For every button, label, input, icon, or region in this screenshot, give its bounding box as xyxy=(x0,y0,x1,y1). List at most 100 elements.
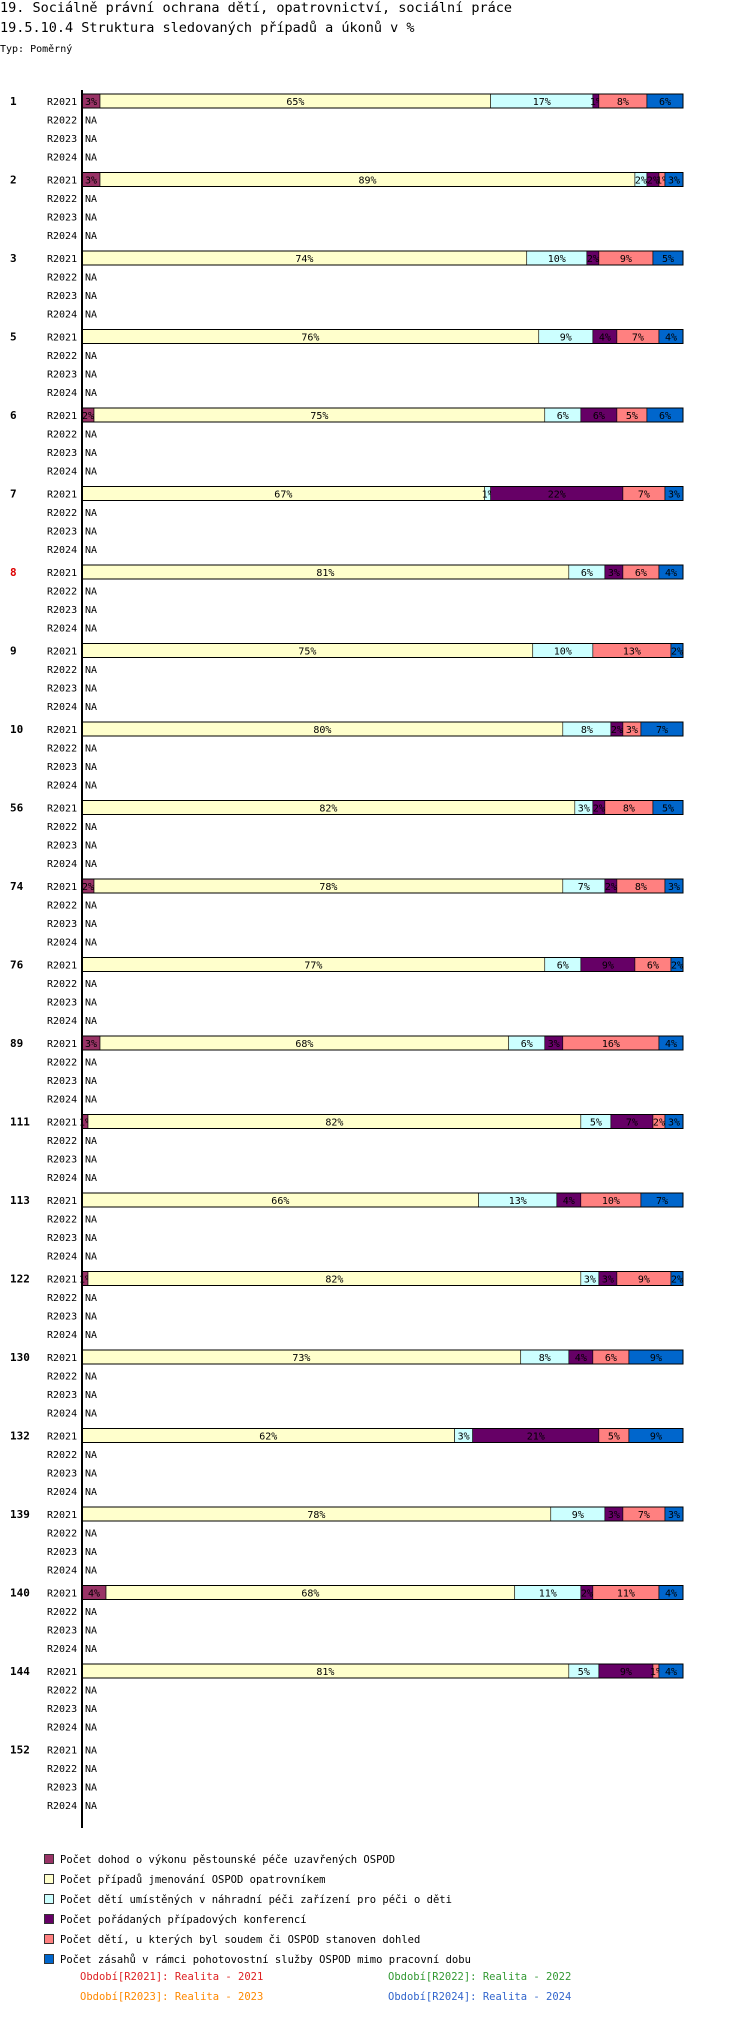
legend-swatch xyxy=(44,1934,54,1944)
bar-value-label: 2% xyxy=(587,254,599,265)
period-label: R2023 xyxy=(47,1233,77,1244)
bar-value-label: 6% xyxy=(521,1039,533,1050)
period-label: R2022 xyxy=(47,979,77,990)
na-label: NA xyxy=(85,1801,97,1812)
period-label: R2021 xyxy=(47,1275,77,1286)
na-label: NA xyxy=(85,273,97,284)
bar-value-label: 2% xyxy=(653,1118,665,1129)
group-label: 9 xyxy=(10,645,17,658)
period-label: R2022 xyxy=(47,194,77,205)
period-label: R2023 xyxy=(47,605,77,616)
bar-value-label: 1% xyxy=(656,176,668,187)
bar-value-label: 65% xyxy=(286,97,304,108)
period-label: R2023 xyxy=(47,762,77,773)
na-label: NA xyxy=(85,919,97,930)
bar-value-label: 5% xyxy=(626,411,638,422)
period-label: R2021 xyxy=(47,1667,77,1678)
na-label: NA xyxy=(85,781,97,792)
group-label: 144 xyxy=(10,1665,30,1678)
period-label: R2022 xyxy=(47,1058,77,1069)
period-label: R2024 xyxy=(47,1723,77,1734)
bar-value-label: 6% xyxy=(659,411,671,422)
period-label: R2024 xyxy=(47,1487,77,1498)
bar-value-label: 5% xyxy=(578,1667,590,1678)
bar-value-label: 3% xyxy=(668,490,680,501)
bar-value-label: 6% xyxy=(647,961,659,972)
na-label: NA xyxy=(85,370,97,381)
legend-label: Počet pořádaných případových konferencí xyxy=(60,1914,307,1926)
group-label: 56 xyxy=(10,802,24,815)
period-label: R2024 xyxy=(47,781,77,792)
na-label: NA xyxy=(85,822,97,833)
bar-value-label: 9% xyxy=(638,1275,650,1286)
na-label: NA xyxy=(85,291,97,302)
period-footer-item: Období[R2021]: Realita - 2021 xyxy=(80,1971,264,1983)
bar-value-label: 1% xyxy=(590,97,602,108)
period-label: R2022 xyxy=(47,1215,77,1226)
period-label: R2023 xyxy=(47,1704,77,1715)
bar-value-label: 3% xyxy=(626,725,638,736)
na-label: NA xyxy=(85,1469,97,1480)
na-label: NA xyxy=(85,624,97,635)
na-label: NA xyxy=(85,213,97,224)
bar-value-label: 4% xyxy=(88,1589,100,1600)
bar-value-label: 2% xyxy=(82,882,94,893)
period-label: R2021 xyxy=(47,1510,77,1521)
bar-value-label: 78% xyxy=(307,1510,325,1521)
period-label: R2023 xyxy=(47,1783,77,1794)
bar-value-label: 13% xyxy=(509,1196,527,1207)
na-label: NA xyxy=(85,1155,97,1166)
na-label: NA xyxy=(85,702,97,713)
bar-value-label: 2% xyxy=(611,725,623,736)
period-label: R2023 xyxy=(47,1469,77,1480)
na-label: NA xyxy=(85,979,97,990)
na-label: NA xyxy=(85,859,97,870)
group-label: 130 xyxy=(10,1351,30,1364)
bar-value-label: 76% xyxy=(301,333,319,344)
group-label: 5 xyxy=(10,331,17,344)
na-label: NA xyxy=(85,762,97,773)
na-label: NA xyxy=(85,545,97,556)
legend-item: Počet případů jmenování OSPOD opatrovník… xyxy=(44,1873,326,1887)
legend-item: Počet pořádaných případových konferencí xyxy=(44,1913,307,1927)
group-label: 6 xyxy=(10,409,17,422)
bar-value-label: 2% xyxy=(605,882,617,893)
bar-value-label: 7% xyxy=(638,490,650,501)
group-label: 139 xyxy=(10,1508,30,1521)
na-label: NA xyxy=(85,1626,97,1637)
legend-swatch xyxy=(44,1914,54,1924)
bar-value-label: 3% xyxy=(602,1275,614,1286)
bar-value-label: 4% xyxy=(665,1039,677,1050)
bar-value-label: 74% xyxy=(295,254,313,265)
period-label: R2023 xyxy=(47,1547,77,1558)
na-label: NA xyxy=(85,1409,97,1420)
period-label: R2023 xyxy=(47,1076,77,1087)
na-label: NA xyxy=(85,1058,97,1069)
bar-value-label: 66% xyxy=(271,1196,289,1207)
group-label: 76 xyxy=(10,959,24,972)
bar-value-label: 17% xyxy=(533,97,551,108)
legend-item: Počet zásahů v rámci pohotovostní služby… xyxy=(44,1953,471,1967)
bar-value-label: 9% xyxy=(650,1353,662,1364)
bar-value-label: 2% xyxy=(671,1275,683,1286)
na-label: NA xyxy=(85,508,97,519)
bar-value-label: 3% xyxy=(584,1275,596,1286)
period-label: R2023 xyxy=(47,448,77,459)
bar-value-label: 11% xyxy=(617,1589,635,1600)
period-label: R2021 xyxy=(47,647,77,658)
period-footer-item: Období[R2023]: Realita - 2023 xyxy=(80,1991,264,2003)
bar-value-label: 4% xyxy=(665,333,677,344)
bar-value-label: 10% xyxy=(602,1196,620,1207)
bar-value-label: 82% xyxy=(325,1118,343,1129)
bar-value-label: 82% xyxy=(325,1275,343,1286)
period-footer-item: Období[R2022]: Realita - 2022 xyxy=(388,1971,572,1983)
na-label: NA xyxy=(85,1450,97,1461)
period-label: R2023 xyxy=(47,1626,77,1637)
period-label: R2023 xyxy=(47,1312,77,1323)
bar-value-label: 68% xyxy=(295,1039,313,1050)
bar-value-label: 77% xyxy=(304,961,322,972)
bar-value-label: 8% xyxy=(581,725,593,736)
na-label: NA xyxy=(85,310,97,321)
legend-item: Počet dětí, u kterých byl soudem či OSPO… xyxy=(44,1933,420,1947)
bar-value-label: 10% xyxy=(554,647,572,658)
